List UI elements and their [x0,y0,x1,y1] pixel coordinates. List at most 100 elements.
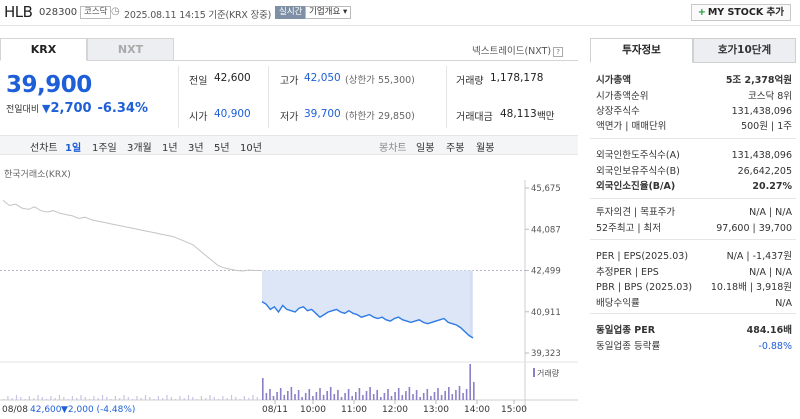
prev-volume-bar [192,397,194,400]
info-row-label[interactable]: 추정PER | EPS [596,267,659,278]
volume-bar [469,364,471,400]
prev-volume-bar [153,399,155,400]
prev-volume-bar [20,397,22,400]
tab-divider [174,60,578,61]
info-row-value: N/A | N/A [749,207,792,218]
prev-volume-bar [15,395,18,400]
prev-volume-bar [200,396,202,400]
nextrade-link[interactable]: 넥스트레이드(NXT)? [472,43,564,57]
volume-bar [440,395,443,400]
x-tick-label: 13:00 [423,405,449,415]
info-row-label[interactable]: 시가총액 [596,75,631,86]
period-1d[interactable]: 1일 [65,143,82,154]
volume-bar [412,394,414,400]
info-row: 동일업종 등락률 -0.88% [596,340,792,354]
add-my-stock-button[interactable]: + MY STOCK 추가 [690,4,791,21]
volume-bar [397,388,400,400]
prev-volume-bar [119,398,121,400]
period-1y[interactable]: 1년 [162,143,178,154]
period-5y[interactable]: 5년 [214,143,230,154]
volume-bar [422,393,425,400]
prev-volume-bar [256,397,258,400]
info-row-label[interactable]: 동일업종 등락률 [596,341,661,352]
prev-volume-bar [235,397,237,400]
info-row-label[interactable]: 외국인한도주식수(A) [596,150,680,161]
prev-volume-bar [46,399,48,400]
volume-bar [301,397,303,400]
prev-volume-bar [175,399,177,400]
volume-bar [326,391,328,400]
info-row: PER | EPS(2025.03) N/A | -1,437원 [596,250,792,264]
volume-legend-swatch [533,368,535,377]
tab-order-book[interactable]: 호가10단계 [693,38,796,63]
info-row-value: 10.18배 | 3,918원 [710,282,792,293]
prev-volume-bar [239,399,241,400]
volume-bar [355,392,357,400]
volume-bar [433,392,436,400]
info-row-label[interactable]: 상장주식수 [596,106,640,117]
company-overview-button[interactable]: 기업개요 ▾ [305,6,352,19]
down-arrow-icon: ▼ [42,102,51,115]
help-icon[interactable]: ? [553,46,564,57]
amount-unit: 백만 [537,111,555,122]
info-row-label[interactable]: 배당수익률 [596,298,640,309]
info-row-label[interactable]: PER | EPS(2025.03) [596,251,689,262]
low-label: 저가 [280,112,299,123]
prev-volume-bar [209,395,211,400]
prev-volume-bar [71,396,73,400]
candle-monthly[interactable]: 월봉 [476,143,495,154]
volume-bar [376,390,378,400]
prev-volume-bar [54,398,56,400]
divider [268,66,269,128]
prev-volume-bar [101,395,104,400]
prev-volume-bar [123,395,125,400]
quote-datetime: 2025.08.11 14:15 기준(KRX 장중) [124,10,272,21]
volume-bar [272,396,275,400]
realtime-badge[interactable]: 실시간 [275,6,307,19]
info-row-label[interactable]: 외국인소진율(B/A) [596,181,676,192]
info-row-label[interactable]: 액면가 | 매매단위 [596,121,667,132]
volume-bar [290,387,293,400]
info-row-value: 500원 | 1주 [741,121,792,132]
footer-prev-price: 42,600 [30,405,62,415]
prev-volume-bar [41,397,43,400]
info-row-label[interactable]: PBR | BPS (2025.03) [596,282,693,293]
volume-bar [444,391,446,400]
x-tick-label: 08/11 [262,405,288,415]
candle-chart-toggle[interactable]: 봉차트 [379,143,407,154]
volume-bar [340,397,343,400]
market-badge: 코스닥 [80,6,112,19]
prev-volume-bar [230,395,233,400]
volume-bar [408,387,411,400]
volume-bar [315,392,318,400]
candle-weekly[interactable]: 주봉 [446,143,465,154]
candle-daily[interactable]: 일봉 [416,143,435,154]
panel-divider [590,198,796,199]
period-10y[interactable]: 10년 [240,143,262,154]
info-row-label[interactable]: 외국인보유주식수(B) [596,166,680,177]
info-row: 시가총액순위 코스닥 8위 [596,90,792,104]
volume-bar [369,387,371,400]
period-3y[interactable]: 3년 [188,143,204,154]
info-row-label[interactable]: 투자의견 | 목표주가 [596,207,676,218]
volume-bar [308,389,311,400]
change-value: 2,700 [50,101,92,116]
tab-investment-info[interactable]: 투자정보 [590,38,693,63]
tab-krx[interactable]: KRX [0,38,87,61]
line-chart-toggle[interactable]: 선차트 [30,143,58,154]
period-3m[interactable]: 3개월 [127,143,152,154]
prev-volume-bar [187,395,190,400]
tab-nxt[interactable]: NXT [87,38,174,61]
prev-volume-bar [11,398,13,400]
info-row-label[interactable]: 52주최고 | 최저 [596,223,662,234]
chart-title: 한국거래소(KRX) [4,170,71,180]
info-row-label[interactable]: 동일업종 PER [596,325,656,336]
prev-volume-bar [132,399,134,400]
prev-volume-bar [179,396,181,400]
divider [178,66,179,128]
period-1w[interactable]: 1주일 [92,143,117,154]
price-change: 전일대비 ▼2,700 -6.34% [6,101,148,116]
volume-bar [304,393,307,400]
low-value: 39,700 [304,108,341,120]
info-row-label[interactable]: 시가총액순위 [596,91,649,102]
